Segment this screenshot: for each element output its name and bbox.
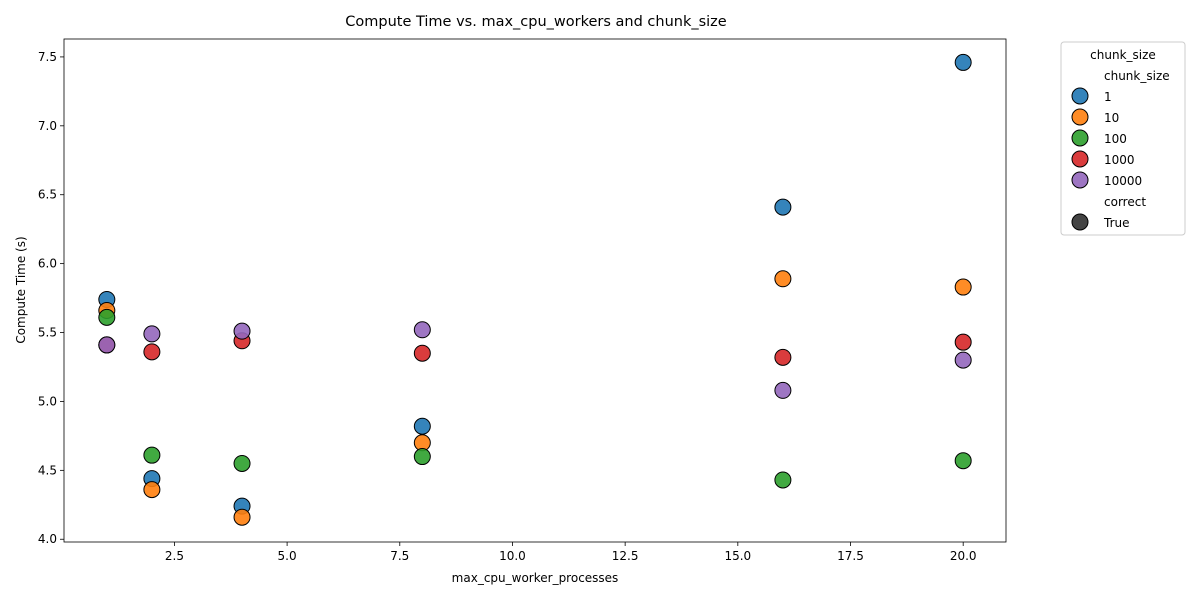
y-tick-label: 7.5 [38, 50, 57, 64]
data-point-chunk-1000 [954, 333, 972, 351]
data-point-chunk-1 [774, 198, 792, 216]
data-point-chunk-1 [413, 417, 431, 435]
data-point-chunk-10000 [143, 325, 161, 343]
data-point-chunk-1000 [774, 348, 792, 366]
data-point-chunk-100 [413, 448, 431, 466]
legend-marker-10000 [1071, 171, 1089, 189]
data-point-chunk-1000 [143, 343, 161, 361]
y-tick-label: 5.0 [38, 394, 57, 408]
x-tick-label: 20.0 [950, 549, 977, 563]
x-axis-label: max_cpu_worker_processes [452, 571, 619, 585]
x-tick-label: 15.0 [724, 549, 751, 563]
x-tick-label: 7.5 [390, 549, 409, 563]
x-tick-label: 10.0 [499, 549, 526, 563]
legend-label-100: 100 [1104, 132, 1127, 146]
data-point-chunk-1000 [413, 344, 431, 362]
data-point-chunk-10000 [98, 336, 116, 354]
x-tick-label: 5.0 [278, 549, 297, 563]
data-point-chunk-100 [98, 308, 116, 326]
data-point-chunk-10000 [954, 351, 972, 369]
data-points [98, 53, 972, 526]
x-tick-label: 2.5 [165, 549, 184, 563]
data-point-chunk-100 [233, 454, 251, 472]
legend-title: chunk_size [1090, 48, 1156, 62]
y-tick-label: 6.0 [38, 257, 57, 271]
y-axis: 4.0 4.5 5.0 5.5 6.0 6.5 7.0 7.5 [38, 50, 64, 546]
legend-marker-1 [1071, 87, 1089, 105]
data-point-chunk-10 [143, 481, 161, 499]
data-point-chunk-10000 [233, 322, 251, 340]
legend-size-header: correct [1104, 195, 1146, 209]
legend-label-10000: 10000 [1104, 174, 1142, 188]
y-tick-label: 6.5 [38, 188, 57, 202]
x-tick-label: 12.5 [612, 549, 639, 563]
legend-hue-header: chunk_size [1104, 69, 1170, 83]
data-point-chunk-10 [954, 278, 972, 296]
legend-label-1: 1 [1104, 90, 1112, 104]
legend-label-1000: 1000 [1104, 153, 1135, 167]
chart-title: Compute Time vs. max_cpu_workers and chu… [345, 14, 727, 30]
data-point-chunk-100 [774, 471, 792, 489]
data-point-chunk-1 [954, 53, 972, 71]
y-axis-label: Compute Time (s) [14, 236, 28, 343]
data-point-chunk-100 [143, 446, 161, 464]
y-tick-label: 7.0 [38, 119, 57, 133]
legend-marker-1000 [1071, 150, 1089, 168]
plot-area [63, 38, 1007, 543]
legend-label-correct-true: True [1103, 216, 1130, 230]
legend-label-10: 10 [1104, 111, 1119, 125]
data-point-chunk-100 [954, 452, 972, 470]
legend-marker-10 [1071, 108, 1089, 126]
x-axis: 2.5 5.0 7.5 10.0 12.5 15.0 17.5 20.0 [165, 542, 977, 563]
x-tick-label: 17.5 [837, 549, 864, 563]
legend-marker-correct-true [1071, 213, 1089, 231]
y-tick-label: 5.5 [38, 326, 57, 340]
data-point-chunk-10 [774, 270, 792, 288]
plot-frame [63, 38, 1007, 543]
y-tick-label: 4.0 [38, 532, 57, 546]
legend-frame [1060, 41, 1186, 236]
y-tick-label: 4.5 [38, 463, 57, 477]
data-point-chunk-10000 [774, 381, 792, 399]
data-point-chunk-10000 [413, 321, 431, 339]
data-point-chunk-10 [233, 508, 251, 526]
legend: chunk_size chunk_size 1 10 100 1000 10000 co… [1060, 41, 1186, 236]
legend-marker-100 [1071, 129, 1089, 147]
